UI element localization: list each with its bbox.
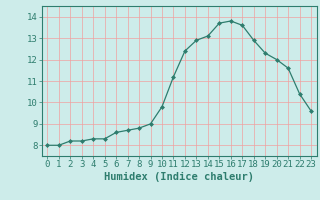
X-axis label: Humidex (Indice chaleur): Humidex (Indice chaleur) [104,172,254,182]
